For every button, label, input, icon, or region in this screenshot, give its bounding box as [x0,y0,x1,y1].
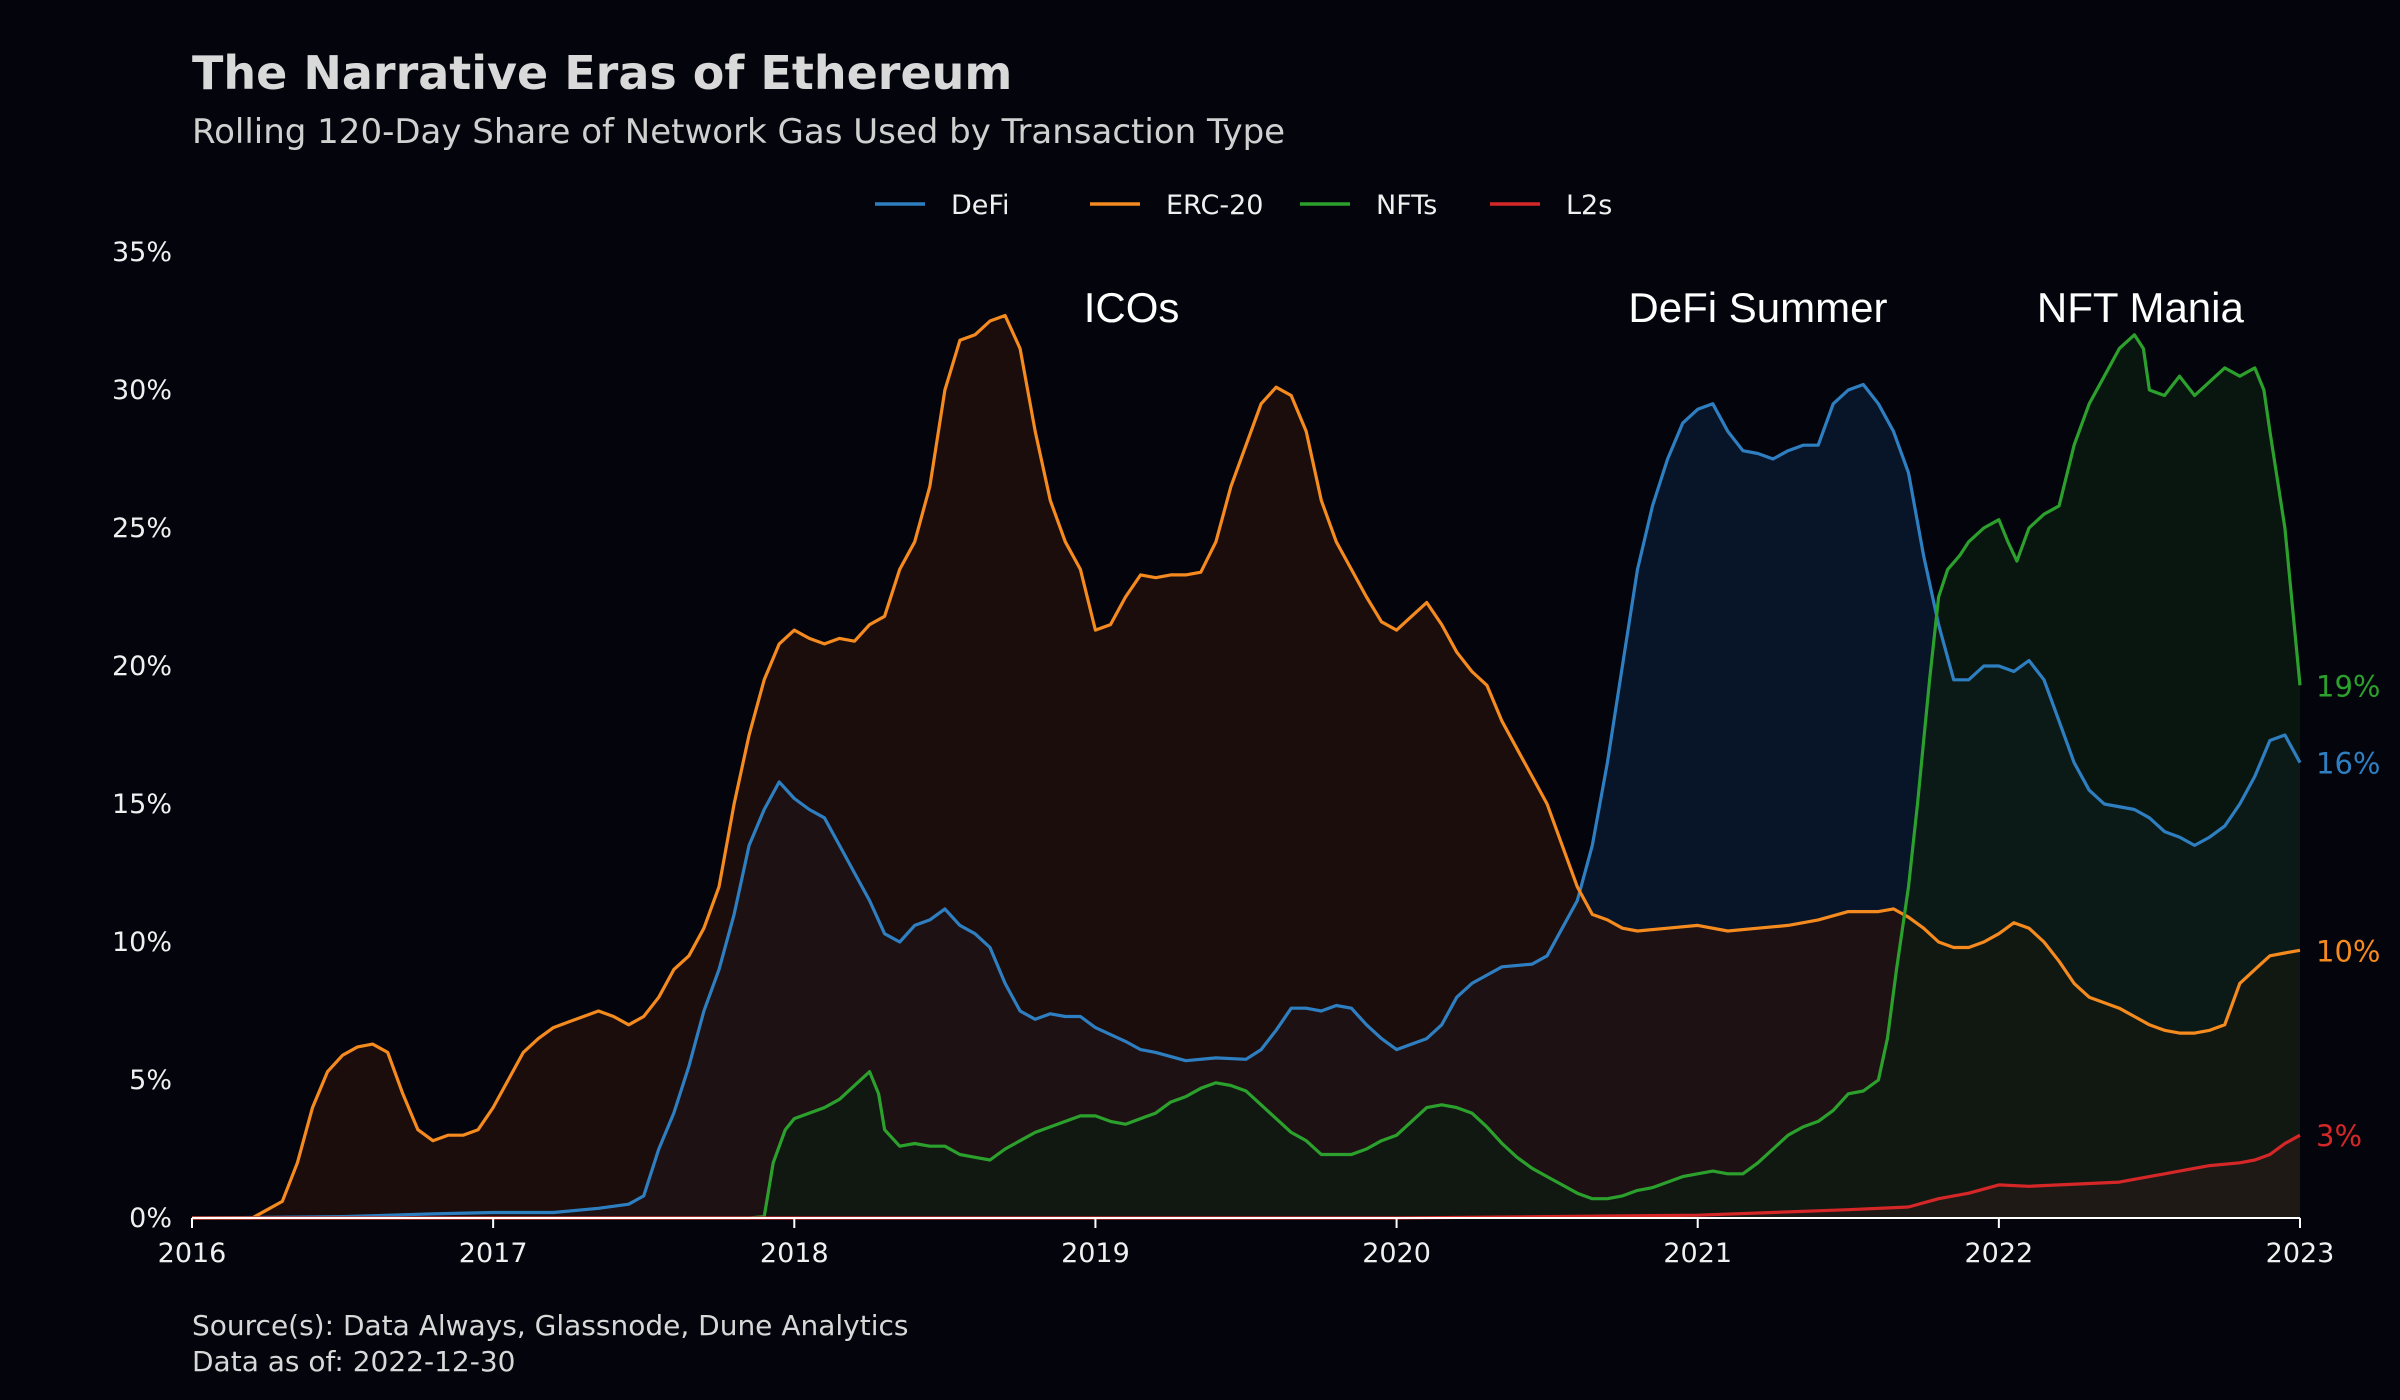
x-tick-label: 2021 [1663,1238,1732,1269]
area-l2s [192,1135,2300,1218]
legend-label-erc-20: ERC-20 [1166,190,1263,221]
legend: DeFi ERC-20 NFTs L2s [875,190,1612,221]
line-erc-20 [192,313,2301,1220]
legend-label-l2s: L2s [1566,190,1612,221]
line-defi [191,382,2302,1220]
y-tick-label: 10% [112,927,172,958]
annotation-nft-mania: NFT Mania [2037,284,2245,331]
source-note: Source(s): Data Always, Glassnode, Dune … [192,1308,908,1380]
y-tick-label: 5% [129,1065,172,1096]
y-tick-label: 20% [112,651,172,682]
x-tick-label: 2016 [158,1238,227,1269]
y-tick-label: 25% [112,513,172,544]
chart-title: The Narrative Eras of Ethereum [192,46,1013,100]
x-tick-label: 2023 [2266,1238,2335,1269]
line-nfts [192,333,2302,1220]
source-line: Source(s): Data Always, Glassnode, Dune … [192,1309,909,1342]
line-l2s [192,1133,2301,1220]
legend-label-nfts: NFTs [1376,190,1437,221]
x-tick-label: 2017 [459,1238,528,1269]
x-tick-label: 2019 [1061,1238,1130,1269]
y-tick-label: 15% [112,789,172,820]
legend-label-defi: DeFi [951,190,1009,221]
x-tick-label: 2018 [760,1238,829,1269]
end-label-l2s: 3% [2316,1119,2362,1153]
data-date-line: Data as of: 2022-12-30 [192,1345,516,1378]
y-tick-label: 35% [112,237,172,268]
y-tick-label: 0% [129,1203,172,1234]
annotation-defi-summer: DeFi Summer [1628,284,1887,331]
end-label-erc-20: 10% [2316,934,2380,968]
annotation-icos: ICOs [1084,284,1180,331]
y-tick-label: 30% [112,375,172,406]
x-tick-label: 2020 [1362,1238,1431,1269]
end-label-defi: 16% [2316,747,2380,781]
x-tick-label: 2022 [1964,1238,2033,1269]
area-erc-20 [192,315,2300,1218]
area-nfts [192,334,2300,1218]
chart-subtitle: Rolling 120-Day Share of Network Gas Use… [192,112,1286,152]
end-label-nfts: 19% [2316,669,2380,703]
